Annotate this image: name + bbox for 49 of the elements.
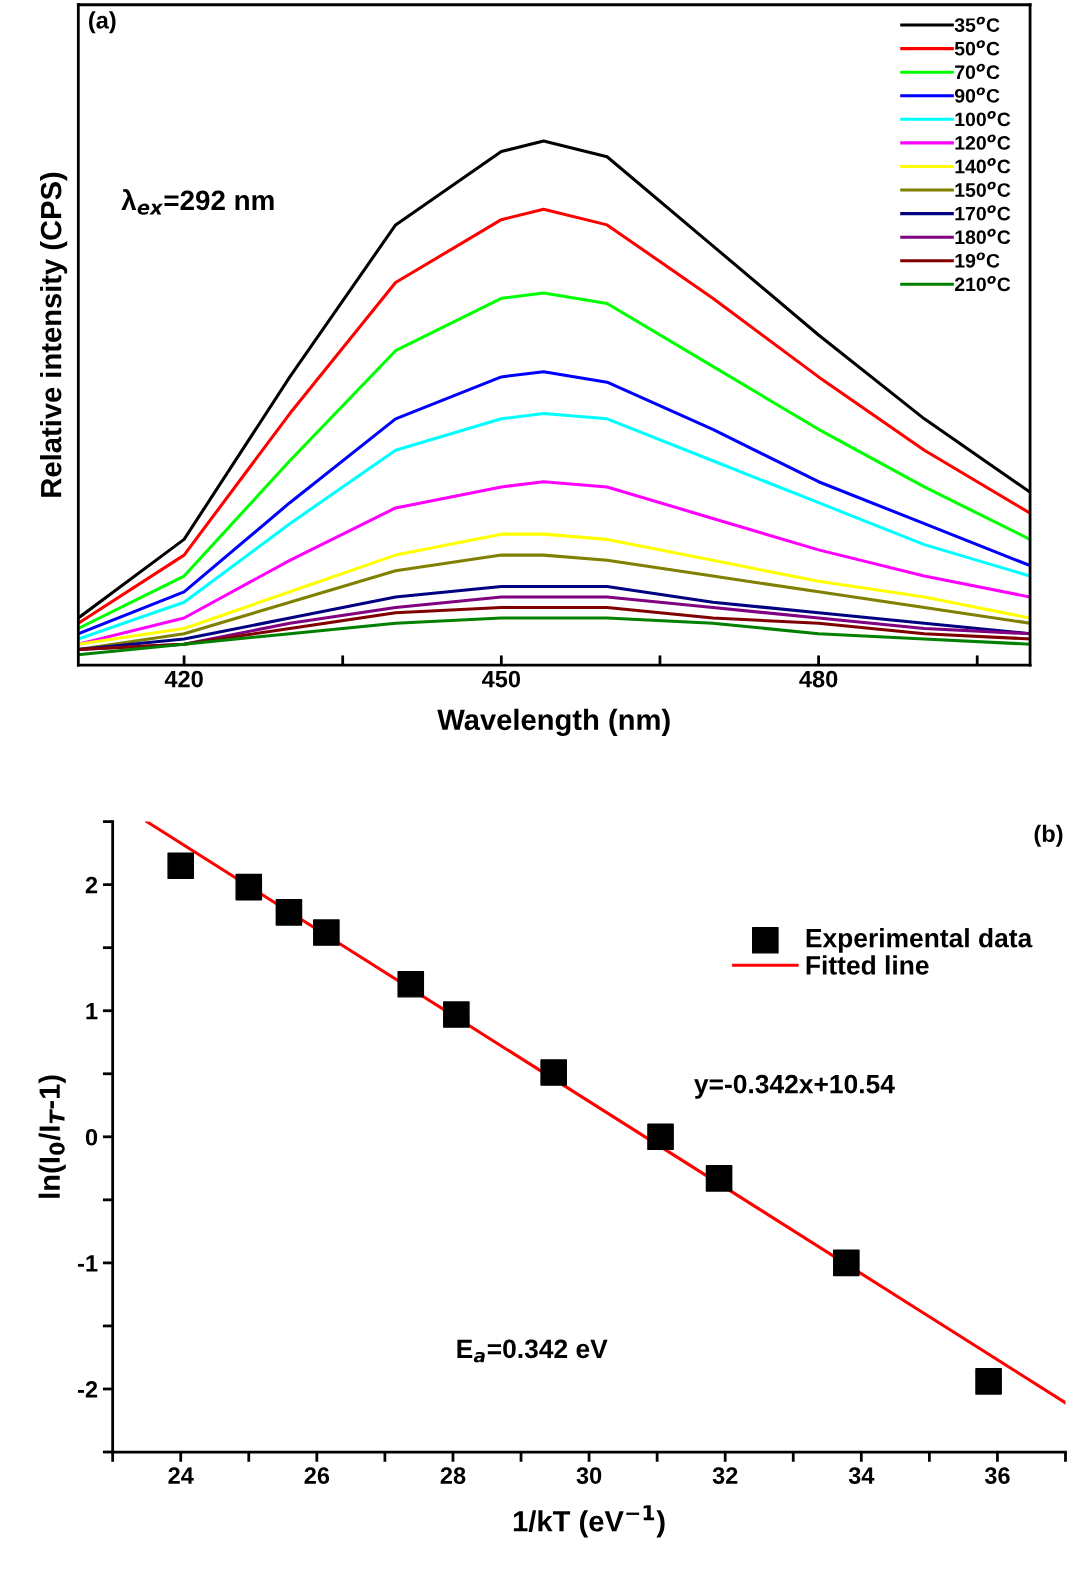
- point: [235, 873, 263, 901]
- text: (a): [89, 11, 116, 34]
- legend-label: 90$^{o}$C: [954, 87, 1000, 103]
- legend-label: 210$^{o}$C: [954, 275, 1011, 292]
- legend-label: 35$^{o}$C: [954, 16, 1000, 32]
- x-tick-label: 28: [440, 1467, 466, 1484]
- annotation: E$_{a}$=0.342 eV: [457, 1339, 608, 1363]
- x-axis-title: Wavelength (nm): [437, 708, 670, 737]
- annotation: λ$_{ex}$=292 nm: [121, 189, 274, 215]
- point: [705, 1165, 733, 1192]
- x-tick-label: 450: [481, 670, 521, 688]
- legend-label: 150$^{o}$C: [955, 181, 1011, 197]
- x-tick-label: 36: [984, 1467, 1010, 1484]
- y-axis-title: ln(I$_{0}$/I$_{T}$-1): [38, 1075, 66, 1198]
- y-tick-label: 1: [86, 1003, 98, 1020]
- x-tick-label: 32: [712, 1467, 738, 1484]
- point: [833, 1249, 860, 1277]
- point: [397, 970, 425, 998]
- x-tick-label: 480: [799, 670, 838, 688]
- annotation: y=-0.342x+10.54: [694, 1074, 895, 1099]
- point: [275, 899, 303, 926]
- x-tick-label: 34: [848, 1467, 875, 1484]
- point: [975, 1368, 1002, 1395]
- point: [647, 1123, 674, 1151]
- point: [443, 1001, 470, 1028]
- legend-label: 120$^{o}$C: [955, 134, 1011, 150]
- y-axis-title: Relative intensity (CPS): [40, 172, 68, 497]
- legend-label: 180$^{o}$C: [955, 228, 1011, 245]
- y-tick-label: -2: [78, 1381, 98, 1398]
- x-tick-label: 26: [304, 1467, 330, 1484]
- point: [167, 852, 195, 880]
- legend-label: 100$^{o}$C: [955, 110, 1011, 127]
- legend-label: Experimental data: [806, 928, 1033, 953]
- annotation: (b): [1034, 824, 1063, 847]
- y-tick-label: 2: [85, 876, 98, 894]
- x-tick-label: 24: [168, 1467, 194, 1484]
- legend-label: Fitted line: [806, 955, 929, 975]
- x-tick-label: 30: [576, 1467, 602, 1484]
- legend-label: 19$^{o}$C: [955, 252, 1000, 268]
- y-tick-label: 0: [85, 1128, 98, 1146]
- point: [540, 1059, 567, 1086]
- x-tick-label: 420: [164, 670, 203, 688]
- legend-label: 170$^{o}$C: [955, 205, 1011, 221]
- y-tick-label: -1: [78, 1255, 98, 1272]
- legend-label: 50$^{o}$C: [954, 40, 1000, 56]
- legend-label: 70$^{o}$C: [955, 63, 1000, 80]
- x-axis-title: 1/kT (eV$^{−1}$): [513, 1505, 665, 1538]
- legend-label: 140$^{o}$C: [955, 158, 1011, 174]
- point: [313, 919, 340, 946]
